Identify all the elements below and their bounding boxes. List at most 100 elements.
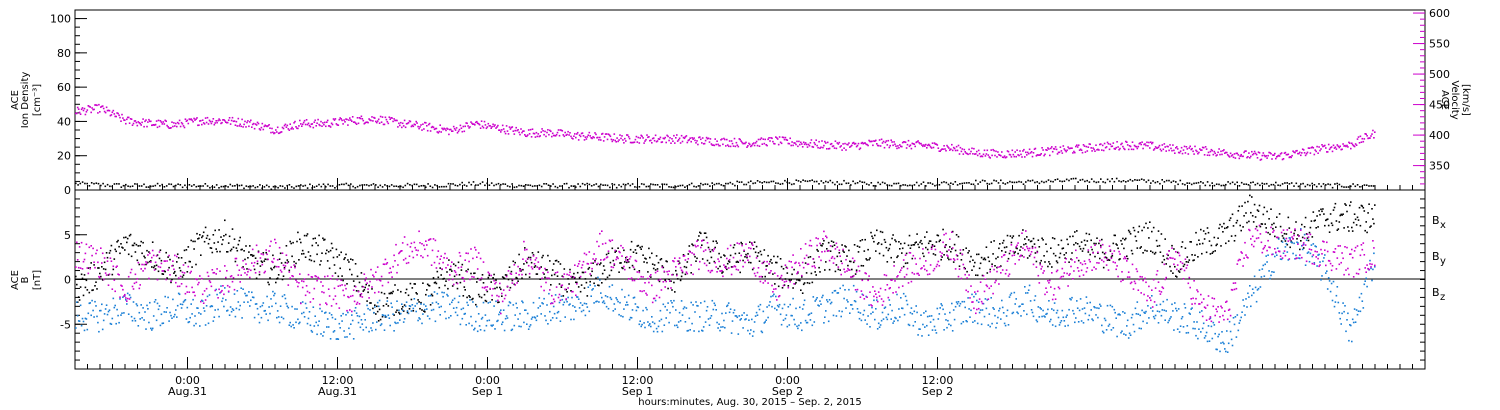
velocity-point xyxy=(845,149,847,151)
density-point xyxy=(931,183,934,185)
Bx-point xyxy=(925,246,927,249)
Bx-point xyxy=(686,261,689,263)
Bx-point xyxy=(582,271,585,274)
density-point xyxy=(711,182,713,184)
velocity-point xyxy=(227,119,230,121)
velocity-point xyxy=(199,120,201,122)
By-point xyxy=(768,304,770,307)
velocity-point xyxy=(1304,154,1307,157)
Bx-point xyxy=(577,286,580,288)
By-point xyxy=(691,322,693,325)
By-point xyxy=(654,299,657,302)
velocity-point xyxy=(975,153,977,155)
density-point xyxy=(975,179,977,182)
By-point xyxy=(773,293,775,296)
velocity-point xyxy=(437,132,440,134)
density-point xyxy=(1295,182,1298,185)
velocity-point xyxy=(1015,155,1017,158)
velocity-point xyxy=(270,131,272,134)
Bx-point xyxy=(254,257,257,259)
Bx-point xyxy=(81,277,84,280)
Bx-point xyxy=(644,257,646,260)
velocity-point xyxy=(299,119,301,122)
Bx-point xyxy=(287,261,290,263)
By-point xyxy=(1266,261,1268,263)
density-point xyxy=(172,185,175,188)
Bx-point xyxy=(849,260,851,263)
density-point xyxy=(904,184,907,186)
velocity-point xyxy=(850,145,852,148)
density-point xyxy=(204,183,207,185)
By-point xyxy=(255,303,258,305)
Bx-point xyxy=(189,260,191,263)
Bx-point xyxy=(1333,206,1336,209)
By-point xyxy=(876,299,878,301)
velocity-point xyxy=(106,109,109,112)
velocity-point xyxy=(702,143,705,145)
velocity-point xyxy=(499,129,501,131)
velocity-point xyxy=(699,136,701,138)
velocity-point xyxy=(1354,143,1357,145)
By-point xyxy=(558,301,561,304)
Bx-point xyxy=(787,285,790,287)
Bx-point xyxy=(1036,250,1039,253)
velocity-point xyxy=(910,147,913,150)
By-point xyxy=(508,301,511,303)
Bx-point xyxy=(730,266,733,268)
velocity-point xyxy=(411,124,414,127)
By-point xyxy=(776,309,778,311)
velocity-point xyxy=(94,104,96,106)
Bx-point xyxy=(912,244,915,246)
Bx-point xyxy=(619,262,621,264)
By-point xyxy=(439,314,441,316)
velocity-point xyxy=(289,123,291,125)
density-point xyxy=(93,182,95,185)
Bx-point xyxy=(1112,242,1115,245)
By-point xyxy=(985,307,988,310)
density-point xyxy=(90,182,93,184)
Bx-point xyxy=(1008,252,1011,255)
By-point xyxy=(664,305,666,308)
By-point xyxy=(750,329,752,331)
By-point xyxy=(560,295,563,297)
velocity-point xyxy=(956,149,959,152)
Bx-point xyxy=(572,275,574,278)
By-point xyxy=(945,319,947,321)
Bx-point xyxy=(569,268,571,271)
density-point xyxy=(770,180,773,183)
velocity-point xyxy=(678,137,681,140)
Bx-point xyxy=(1105,257,1108,259)
velocity-point xyxy=(1228,156,1231,158)
density-point xyxy=(134,183,136,185)
velocity-point xyxy=(1067,146,1069,148)
velocity-point xyxy=(899,144,901,146)
velocity-point xyxy=(172,125,174,128)
velocity-point xyxy=(388,116,391,118)
velocity-point xyxy=(580,132,583,135)
velocity-point xyxy=(773,142,775,145)
velocity-point xyxy=(847,143,849,146)
By-point xyxy=(656,330,659,333)
density-point xyxy=(738,181,741,183)
By-point xyxy=(711,299,714,302)
By-point xyxy=(165,311,167,313)
velocity-point xyxy=(1219,153,1221,156)
By-point xyxy=(1300,228,1302,230)
velocity-point xyxy=(169,127,171,129)
By-point xyxy=(1109,304,1112,307)
By-point xyxy=(1332,280,1335,283)
By-point xyxy=(91,299,93,302)
velocity-point xyxy=(777,143,780,146)
Bx-point xyxy=(853,244,856,246)
velocity-point xyxy=(292,128,294,130)
velocity-point xyxy=(950,148,952,150)
velocity-point xyxy=(1286,153,1289,156)
Bx-point xyxy=(594,259,596,262)
velocity-point xyxy=(1167,145,1169,148)
velocity-point xyxy=(279,131,282,134)
velocity-point xyxy=(256,121,259,124)
density-point xyxy=(1052,180,1054,183)
velocity-point xyxy=(200,119,202,122)
density-point xyxy=(109,185,111,188)
velocity-point xyxy=(322,122,324,124)
